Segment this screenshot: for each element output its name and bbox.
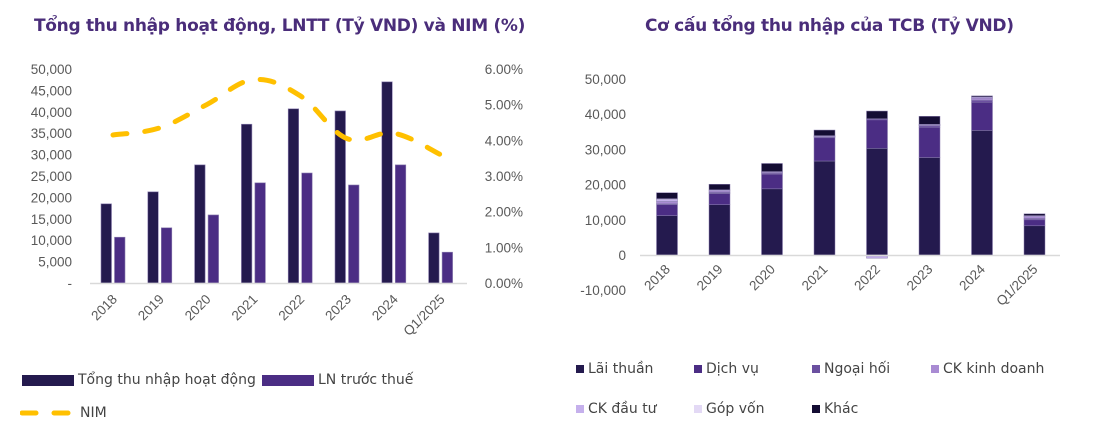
- legend-label: Ngoại hối: [824, 361, 891, 377]
- y-tick-label: 20,000: [31, 190, 72, 205]
- y2-tick-label: 0.00%: [485, 276, 523, 291]
- stacked-bar-segment: [656, 192, 678, 199]
- chart-title-left: Tổng thu nhập hoạt động, LNTT (Tỷ VND) v…: [34, 16, 526, 36]
- stacked-bar-segment: [656, 204, 678, 216]
- legend-item-investment-securities: CK đầu tư: [576, 401, 657, 417]
- stacked-bar-segment: [761, 188, 783, 256]
- x-tick-label: 2022: [851, 262, 883, 294]
- stacked-bar-segment: [708, 204, 731, 256]
- stacked-bar-segment: [918, 116, 941, 125]
- legend-label: Góp vốn: [706, 401, 765, 417]
- stacked-bar-segment: [971, 130, 993, 256]
- stacked-bar-segment: [813, 129, 836, 136]
- y-tick-label: 30,000: [31, 148, 72, 163]
- stacked-bar-segment: [1023, 225, 1046, 256]
- legend-label: Dịch vụ: [706, 361, 759, 377]
- legend-swatch: [694, 365, 702, 373]
- stacked-bar-segment: [866, 148, 888, 256]
- y2-tick-label: 1.00%: [485, 240, 523, 255]
- stacked-bar-segment: [866, 119, 888, 149]
- y-tick-label: 0: [618, 248, 626, 263]
- x-tick-label: Q1/2025: [993, 262, 1040, 309]
- x-tick-label: 2020: [746, 262, 778, 294]
- legend-item-services: Dịch vụ: [694, 361, 759, 377]
- y2-tick-label: 6.00%: [485, 62, 523, 77]
- legend-item-net-interest: Lãi thuần: [576, 361, 653, 377]
- legend-label: CK kinh doanh: [943, 361, 1045, 377]
- legend-swatch-dark: [22, 374, 74, 386]
- y2-tick-label: 4.00%: [485, 133, 523, 148]
- y-tick-label: 25,000: [31, 169, 72, 184]
- legend-label: Lãi thuần: [588, 361, 654, 377]
- stacked-bar-segment: [656, 201, 678, 204]
- legend-item-nim: NIM: [20, 405, 107, 421]
- legend-item-profit-before-tax: LN trước thuế: [262, 372, 413, 388]
- legend-item-fx: Ngoại hối: [812, 361, 890, 377]
- stacked-bar-segment: [971, 95, 993, 98]
- legend-swatch: [576, 365, 584, 373]
- stacked-bar-segment: [918, 157, 941, 256]
- legend-label: NIM: [80, 405, 107, 421]
- stacked-bar-segment: [971, 99, 993, 103]
- y-tick-label: 35,000: [31, 126, 72, 141]
- stacked-bar-segment: [971, 101, 993, 131]
- y-tick-label: 15,000: [31, 212, 72, 227]
- legend-item-capital-contribution: Góp vốn: [694, 401, 764, 417]
- y2-tick-label: 2.00%: [485, 205, 523, 220]
- y-tick-label: 45,000: [31, 83, 72, 98]
- stacked-bar-segment: [656, 199, 678, 202]
- legend-swatch-purple: [262, 374, 314, 386]
- stacked-bar-segment: [761, 163, 783, 172]
- legend-label: Khác: [824, 401, 859, 417]
- x-tick-label: 2019: [694, 262, 726, 294]
- stacked-bar-segment: [866, 110, 888, 120]
- stacked-bar-segment: [708, 193, 731, 205]
- stacked-bar-segment: [1023, 216, 1046, 219]
- y2-tick-label: 3.00%: [485, 169, 523, 184]
- stacked-bar-segment: [813, 160, 836, 256]
- y-tick-label: 10,000: [31, 233, 72, 248]
- y-tick-label: 50,000: [31, 62, 72, 77]
- legend-label: Tổng thu nhập hoạt động: [78, 372, 256, 388]
- legend-swatch: [576, 405, 584, 413]
- legend-swatch: [694, 405, 702, 413]
- x-tick-label: 2024: [956, 261, 988, 293]
- stacked-bar-segment: [813, 137, 836, 162]
- dashed-line-icon: [20, 410, 76, 416]
- stacked-bar-segment: [866, 255, 888, 259]
- chart-title-right: Cơ cấu tổng thu nhập của TCB (Tỷ VND): [645, 16, 1014, 36]
- legend-item-trading-securities: CK kinh doanh: [931, 361, 1044, 377]
- x-tick-label: 2023: [904, 262, 936, 294]
- y-tick-label: 50,000: [585, 72, 626, 87]
- legend-label: CK đầu tư: [588, 401, 657, 417]
- stacked-bar-segment: [1023, 213, 1046, 216]
- y-tick-label: 40,000: [585, 107, 626, 122]
- y-tick-label: -10,000: [580, 283, 626, 298]
- x-tick-label: 2021: [799, 262, 831, 294]
- y2-tick-label: 5.00%: [485, 98, 523, 113]
- legend-swatch: [812, 405, 820, 413]
- y-tick-label: -: [68, 276, 73, 291]
- stacked-bar-segment: [1023, 219, 1046, 227]
- y-tick-label: 10,000: [585, 213, 626, 228]
- x-tick-label: 2018: [641, 262, 673, 294]
- legend-swatch: [931, 365, 939, 373]
- legend-label: LN trước thuế: [318, 372, 414, 388]
- stacked-bar-segment: [918, 126, 941, 158]
- chart-left: - 5,000 10,000 15,000 20,000 25,000 30,000 35,0…: [31, 62, 523, 339]
- legend-item-total-operating-income: Tổng thu nhập hoạt động: [22, 372, 256, 388]
- stacked-bar-segment: [971, 97, 993, 101]
- stacked-bar-segment: [708, 183, 731, 191]
- legend-swatch: [812, 365, 820, 373]
- y-tick-label: 30,000: [585, 142, 626, 157]
- y-tick-label: 20,000: [585, 178, 626, 193]
- y-tick-label: 5,000: [38, 255, 72, 270]
- y-tick-label: 40,000: [31, 105, 72, 120]
- legend-item-other: Khác: [812, 401, 858, 417]
- stacked-bar-segment: [761, 173, 783, 190]
- chart-right: -10,000 0 10,000 20,000 30,000 40,000 50,000 2…: [580, 72, 1060, 309]
- stacked-bar-segment: [656, 215, 678, 256]
